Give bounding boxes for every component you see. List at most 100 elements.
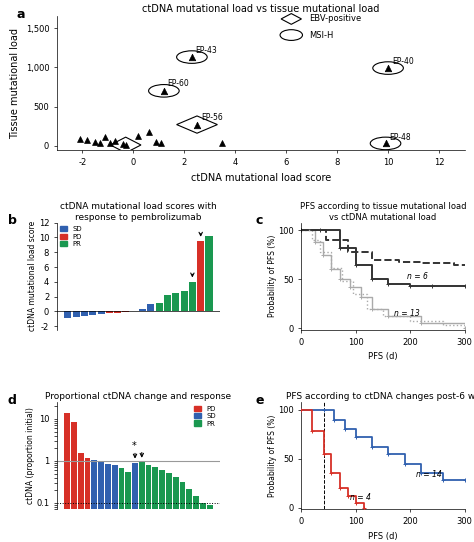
Y-axis label: ctDNA (proportion initial): ctDNA (proportion initial) [26,408,35,504]
Bar [125,472,131,542]
Y-axis label: ctDNA mutational load score: ctDNA mutational load score [28,221,37,331]
ctDNA ML-H [345,249,350,255]
Tissue ML-L [462,325,467,331]
Tissue ML-H [462,283,467,289]
Bar [112,466,118,542]
Bar [193,495,199,542]
Decreasing ctDNA [402,460,408,467]
ctDNA ML-H [418,260,424,266]
Increasing ctDNA [328,470,334,476]
Bar [155,302,163,312]
Point [135,131,142,140]
Bar [139,308,146,312]
ctDNA ML-L [462,325,467,331]
Bar [159,469,165,542]
Bar [189,282,196,312]
X-axis label: ctDNA mutational load score: ctDNA mutational load score [191,173,331,183]
ctDNA ML-L [407,318,413,325]
Point [160,87,168,95]
Bar [132,463,138,542]
Tissue ML-H [385,281,391,287]
Tissue ML-H [429,283,435,289]
Tissue ML-H [318,227,323,234]
ctDNA ML-H [451,261,456,268]
Tissue ML-L [299,227,304,234]
Point [153,138,160,146]
Text: a: a [16,8,25,21]
Text: n = 4: n = 4 [350,493,371,502]
ctDNA ML-H [369,256,375,263]
Line: ctDNA ML-L: ctDNA ML-L [301,230,465,328]
Text: *: * [132,441,137,451]
Line: Tissue ML-H: Tissue ML-H [301,230,465,286]
Tissue ML-L [312,239,318,246]
Bar [147,304,155,312]
Tissue ML-L [328,266,334,273]
X-axis label: PFS (d): PFS (d) [368,352,398,361]
Point [122,141,129,150]
Text: c: c [256,214,263,227]
Bar [118,468,124,542]
ctDNA ML-L [318,249,323,255]
Bar [71,422,77,542]
Tissue ML-L [418,320,424,326]
Legend: PD, SD, PR: PD, SD, PR [194,405,217,427]
Tissue ML-L [358,294,364,300]
Title: Proportional ctDNA change and response: Proportional ctDNA change and response [46,392,231,401]
Point [384,64,392,73]
Increasing ctDNA [353,499,359,506]
Decreasing ctDNA [462,477,467,483]
X-axis label: PFS (d): PFS (d) [368,532,398,541]
Increasing ctDNA [345,493,350,499]
Y-axis label: Probability of PFS (%): Probability of PFS (%) [268,415,277,497]
Bar [105,464,111,542]
ctDNA ML-L [440,322,446,328]
Bar [207,505,212,542]
Decreasing ctDNA [331,416,337,423]
Point [145,128,152,137]
ctDNA ML-L [328,264,334,271]
ctDNA ML-L [350,291,356,297]
Tissue ML-L [385,313,391,320]
Bar [85,457,91,542]
Text: n = 6: n = 6 [408,272,428,281]
Bar [186,488,192,542]
Text: EP-60: EP-60 [168,80,190,88]
Point [101,133,109,141]
Tissue ML-H [353,261,359,268]
Point [382,139,389,148]
Decreasing ctDNA [353,434,359,441]
Y-axis label: Tissue mutational load: Tissue mutational load [10,28,20,139]
Point [91,138,99,146]
Title: ctDNA mutational load scores with
response to pembrolizumab: ctDNA mutational load scores with respon… [60,202,217,222]
Bar [180,482,185,542]
Y-axis label: Probability of PFS (%): Probability of PFS (%) [268,235,277,318]
Text: EP-43: EP-43 [196,46,218,55]
Increasing ctDNA [337,485,342,491]
ctDNA ML-H [299,227,304,234]
Bar [173,477,179,542]
Tissue ML-H [337,245,342,251]
Bar [64,412,70,542]
Tissue ML-L [369,305,375,312]
Tissue ML-H [407,283,413,289]
Tissue ML-L [320,251,326,258]
Line: Tissue ML-L: Tissue ML-L [301,230,465,328]
Bar [78,454,83,542]
Bar [146,464,152,542]
ctDNA ML-L [364,305,370,312]
Bar [98,461,104,542]
Bar [89,312,96,315]
Tissue ML-L [337,276,342,282]
Bar [164,295,171,312]
Bar [200,503,206,542]
ctDNA ML-L [380,313,386,320]
Point [76,134,83,143]
Bar [166,473,172,542]
Point [107,139,114,148]
Decreasing ctDNA [385,450,391,457]
ctDNA ML-L [299,227,304,234]
ctDNA ML-L [339,278,345,285]
Bar [181,291,188,312]
Bar [106,312,113,313]
